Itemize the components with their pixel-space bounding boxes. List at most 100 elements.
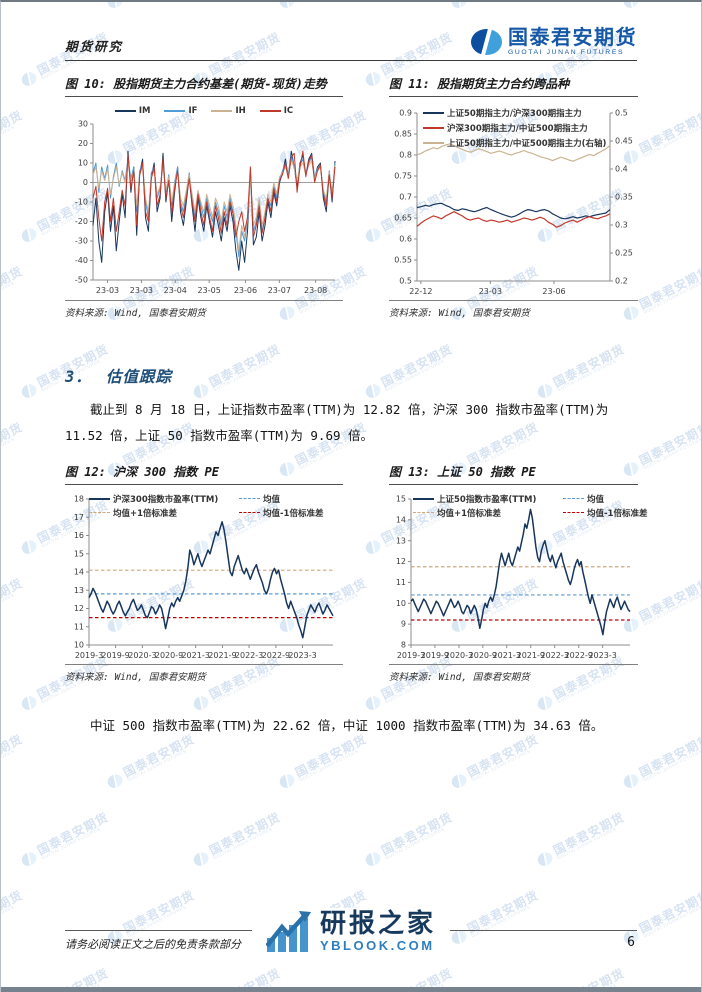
legend-item: 上证50期指主力/沪深300期指主力 [423,107,606,119]
svg-text:2021-9: 2021-9 [517,651,545,660]
watermark-text-cn: 国泰君安期货 [207,809,283,858]
watermark-logo-icon [277,771,297,791]
page-header: 期货研究 国泰君安期货 GUOTAI JUNAN FUTURES [65,2,637,57]
legend-label: IF [188,106,198,117]
legend-line-sample [423,141,444,144]
legend-line-sample [239,498,260,500]
footer-disclaimer: 请务必阅读正文之后的免责条款部分 [65,939,241,951]
figure-11-chart: 0.9 0.85 0.8 0.75 0.7 0.65 0.6 0.55 0.5 0.5 0.45 0.… [394,108,633,296]
section-3-title: 估值跟踪 [105,367,172,386]
legend-item: IF [164,106,197,116]
figure-10-chart: 30 20 10 0 -10 -20 -30 -40 -50 23-03 23-03 23-04 23-… [75,119,336,295]
yblook-brand-en: YBLOOK.COM [319,938,435,954]
svg-text:2020-3: 2020-3 [128,651,156,660]
svg-text:15: 15 [396,494,406,503]
legend-label: IH [235,106,246,117]
figure-11-legend: 上证50期指主力/沪深300期指主力 沪深300期指主力/中证500期指主力上证5… [423,107,606,149]
svg-text:0: 0 [83,178,88,187]
watermark-text-cn: 国泰君安期货 [637,731,701,780]
legend-item: 均值-1倍标准差 [563,507,647,519]
svg-text:23-04: 23-04 [164,286,187,295]
svg-text:0.3: 0.3 [615,220,628,229]
svg-text:0.4: 0.4 [615,164,628,173]
legend-line-sample [259,110,281,113]
svg-text:22-12: 22-12 [409,287,432,296]
figure-11: 图 11: 股指期货主力合约跨品种 0.9 0.85 0.8 0.75 0.7 0.65 0… [389,75,638,319]
svg-text:2021-3: 2021-3 [181,651,209,660]
legend-label: 沪深300指数市盈率(TTM) [113,494,219,505]
legend-item: 均值-1倍标准差 [239,507,323,519]
watermark-logo-icon [19,849,39,869]
legend-label: 均值 [587,494,605,505]
legend-item: 均值+1倍标准差 [413,507,559,519]
watermark-text-cn: 国泰君安期货 [379,809,455,858]
legend-line-sample [89,497,110,500]
figure-13-source: 资料来源: Wind, 国泰君安期货 [389,663,638,683]
svg-text:0.75: 0.75 [394,171,412,180]
svg-text:23-07: 23-07 [268,286,291,295]
svg-text:0.8: 0.8 [399,150,412,159]
watermark-logo-icon [449,771,469,791]
figure-10: 图 10: 股指期货主力合约基差(期货-现货)走势 IM IF IH IC 30 20 1… [65,75,343,319]
page-number: 6 [627,935,635,950]
legend-item: 沪深300指数市盈率(TTM) [89,493,235,505]
section-3-heading: 3． 估值跟踪 [65,365,637,387]
legend-label: 均值+1倍标准差 [113,508,178,519]
svg-text:2019-9: 2019-9 [101,651,129,660]
watermark-text-cn: 国泰君安期货 [637,887,701,936]
header-divider [65,59,637,61]
legend-line-sample [563,512,584,514]
legend-label: 均值-1倍标准差 [263,508,324,519]
legend-label: 上证50期指主力/中证500期指主力(右轴) [447,138,607,149]
company-name-en: GUOTAI JUNAN FUTURES [508,49,625,56]
report-category: 期货研究 [65,39,124,54]
svg-text:0.25: 0.25 [615,248,633,257]
svg-text:10: 10 [74,640,84,649]
figure-12-legend: 沪深300指数市盈率(TTM) 均值 均值+1倍标准差 均值-1倍标准差 [89,493,323,519]
figure-10-title: 图 10: 股指期货主力合约基差(期货-现货)走势 [65,75,343,97]
figure-12-chart-area: 18 17 16 15 14 13 12 11 10 2019-3 2019-9 2020-3 2020… [65,493,343,661]
svg-text:16: 16 [74,531,84,540]
watermark-logo-icon [105,771,125,791]
svg-text:2022-3: 2022-3 [540,651,568,660]
legend-line-sample [211,110,233,113]
svg-text:0.55: 0.55 [394,255,412,264]
watermark-text-en: GUOTAI JUNAN FUTURES [1,748,16,782]
legend-label: 均值-1倍标准差 [587,508,648,519]
svg-text:13: 13 [74,586,84,595]
legend-label: 均值+1倍标准差 [437,508,502,519]
legend-item: IH [211,106,246,117]
watermark-logo-icon [535,849,555,869]
svg-text:2021-9: 2021-9 [208,651,236,660]
page-bottom-edge [1,987,701,992]
svg-text:18: 18 [74,494,84,503]
watermark-text-en: GUOTAI JUNAN FUTURES [212,826,274,861]
legend-line-sample [239,512,260,514]
page-footer: 请务必阅读正文之后的免责条款部分 研报之家 YBLOOK.COM 6 [65,908,637,976]
svg-text:0.9: 0.9 [399,108,412,117]
svg-text:2023-3: 2023-3 [588,651,616,660]
svg-text:0.35: 0.35 [615,192,633,201]
svg-text:2022-3: 2022-3 [235,651,263,660]
svg-text:-10: -10 [75,197,88,206]
svg-text:2020-9: 2020-9 [155,651,183,660]
svg-text:15: 15 [74,549,84,558]
legend-label: 沪深300期指主力/中证500期指主力 [447,123,588,134]
svg-text:0.45: 0.45 [615,136,633,145]
svg-text:30: 30 [78,119,88,128]
svg-text:-50: -50 [75,275,88,284]
legend-item: IM [114,106,150,116]
svg-text:2022-9: 2022-9 [565,651,593,660]
legend-label: 上证50指数市盈率(TTM) [437,494,537,505]
